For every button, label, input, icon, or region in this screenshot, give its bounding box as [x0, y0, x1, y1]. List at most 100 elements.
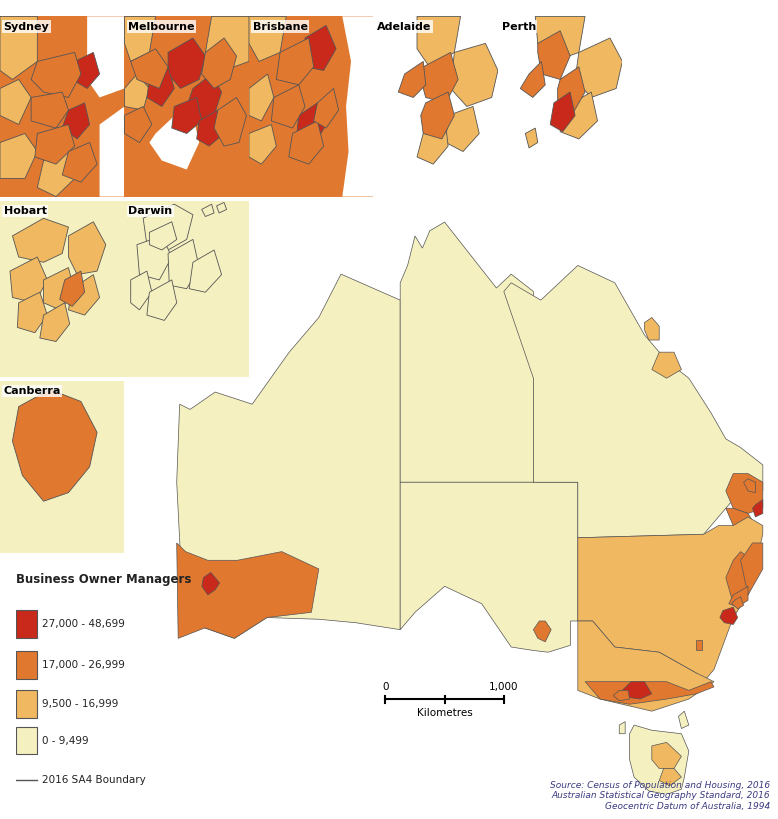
Text: 0 - 9,499: 0 - 9,499 [42, 735, 89, 746]
Polygon shape [578, 517, 762, 681]
Polygon shape [575, 38, 622, 97]
Polygon shape [560, 92, 598, 139]
Polygon shape [373, 16, 423, 97]
Text: Canberra: Canberra [4, 386, 61, 396]
Polygon shape [187, 74, 222, 121]
Polygon shape [202, 572, 219, 595]
Polygon shape [613, 690, 629, 701]
Text: 0: 0 [382, 682, 389, 692]
Polygon shape [249, 74, 274, 121]
Text: 9,500 - 16,999: 9,500 - 16,999 [42, 699, 118, 709]
Polygon shape [400, 482, 578, 652]
Polygon shape [558, 67, 585, 114]
Polygon shape [0, 79, 31, 124]
Polygon shape [619, 722, 626, 734]
Polygon shape [744, 479, 755, 493]
Polygon shape [629, 725, 689, 794]
Polygon shape [342, 16, 373, 197]
Polygon shape [149, 222, 177, 250]
Polygon shape [124, 74, 149, 110]
Polygon shape [87, 16, 124, 97]
Polygon shape [421, 92, 454, 139]
Text: Source: Census of Population and Housing, 2016
Australian Statistical Geography : Source: Census of Population and Housing… [550, 781, 770, 811]
Polygon shape [417, 16, 461, 67]
Polygon shape [137, 236, 172, 280]
Text: Kilometres: Kilometres [417, 708, 472, 718]
Polygon shape [124, 201, 249, 377]
Polygon shape [732, 597, 744, 609]
Polygon shape [696, 640, 702, 650]
Polygon shape [172, 97, 202, 133]
Polygon shape [578, 621, 714, 711]
Text: 2016 SA4 Boundary: 2016 SA4 Boundary [42, 775, 145, 785]
Polygon shape [652, 742, 682, 768]
Polygon shape [272, 85, 305, 128]
Polygon shape [0, 201, 124, 377]
Polygon shape [62, 103, 89, 139]
Text: Melbourne: Melbourne [128, 22, 194, 32]
Polygon shape [276, 38, 314, 85]
Polygon shape [446, 106, 479, 152]
Polygon shape [17, 292, 47, 333]
Polygon shape [214, 97, 247, 146]
Polygon shape [143, 204, 193, 250]
Polygon shape [726, 552, 755, 604]
Polygon shape [189, 250, 222, 292]
Polygon shape [149, 110, 199, 170]
Polygon shape [421, 52, 458, 103]
Text: Hobart: Hobart [4, 206, 47, 216]
Polygon shape [249, 16, 373, 197]
Polygon shape [168, 239, 199, 289]
Polygon shape [289, 121, 324, 164]
Polygon shape [659, 768, 682, 785]
Polygon shape [40, 303, 70, 342]
Polygon shape [538, 31, 570, 79]
Polygon shape [525, 128, 538, 148]
Polygon shape [62, 143, 97, 182]
Polygon shape [177, 543, 319, 638]
Polygon shape [100, 106, 124, 197]
Polygon shape [12, 389, 97, 501]
Polygon shape [249, 124, 276, 164]
Polygon shape [31, 92, 68, 128]
Polygon shape [0, 16, 124, 197]
Polygon shape [622, 681, 652, 699]
Polygon shape [720, 607, 738, 624]
Polygon shape [678, 711, 689, 729]
Polygon shape [177, 274, 400, 638]
Text: Perth: Perth [502, 22, 536, 32]
Polygon shape [68, 222, 106, 274]
Polygon shape [741, 543, 762, 595]
Polygon shape [644, 318, 659, 340]
Polygon shape [216, 202, 226, 213]
Polygon shape [168, 38, 205, 88]
Polygon shape [147, 280, 177, 320]
Polygon shape [520, 61, 545, 97]
Polygon shape [498, 16, 622, 197]
Text: 17,000 - 26,999: 17,000 - 26,999 [42, 660, 125, 670]
Polygon shape [314, 88, 338, 128]
Polygon shape [400, 222, 534, 482]
Polygon shape [726, 473, 762, 514]
Polygon shape [373, 16, 498, 197]
Polygon shape [450, 43, 498, 106]
Polygon shape [147, 67, 174, 106]
Text: Adelaide: Adelaide [377, 22, 432, 32]
Polygon shape [498, 16, 535, 88]
Polygon shape [124, 16, 156, 61]
Polygon shape [652, 352, 682, 378]
Polygon shape [296, 103, 326, 146]
Polygon shape [0, 16, 37, 79]
Polygon shape [504, 265, 762, 538]
Polygon shape [534, 621, 551, 642]
Polygon shape [726, 509, 755, 534]
Polygon shape [124, 16, 249, 197]
Polygon shape [202, 38, 237, 88]
Text: Sydney: Sydney [4, 22, 50, 32]
Polygon shape [31, 52, 81, 97]
Polygon shape [60, 271, 85, 306]
Polygon shape [305, 25, 336, 70]
Polygon shape [124, 106, 152, 143]
Polygon shape [417, 124, 448, 164]
Polygon shape [205, 16, 249, 70]
